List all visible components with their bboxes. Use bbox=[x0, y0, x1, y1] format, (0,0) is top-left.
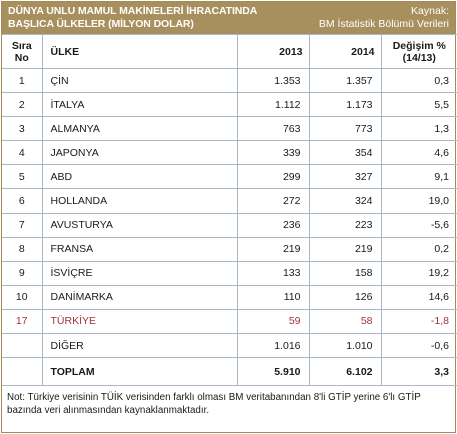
row-change: 1,3 bbox=[380, 116, 457, 142]
col-change-header: Değişim % (14/13) bbox=[380, 34, 457, 69]
total-row: TOPLAM 5.910 6.102 3,3 bbox=[2, 357, 457, 387]
table-row: DİĞER 1.016 1.010 -0,6 bbox=[2, 333, 457, 359]
row-value-2014: 327 bbox=[308, 164, 382, 190]
total-2013: 5.910 bbox=[236, 357, 310, 387]
col-2013-header: 2013 bbox=[236, 34, 310, 69]
row-country: ABD bbox=[41, 164, 238, 190]
row-value-2014: 219 bbox=[308, 236, 382, 262]
row-value-2013: 272 bbox=[236, 188, 310, 214]
row-value-2014: 158 bbox=[308, 260, 382, 286]
row-country: JAPONYA bbox=[41, 140, 238, 166]
row-value-2013: 110 bbox=[236, 284, 310, 310]
row-change: 19,2 bbox=[380, 260, 457, 286]
table-row: 10 DANİMARKA 110 126 14,6 bbox=[2, 284, 457, 310]
row-value-2013: 1.112 bbox=[236, 92, 310, 118]
row-country: DANİMARKA bbox=[41, 284, 238, 310]
table-row: 2 İTALYA 1.112 1.173 5,5 bbox=[2, 92, 457, 118]
table-header-band: DÜNYA UNLU MAMUL MAKİNELERİ İHRACATINDA … bbox=[2, 2, 455, 34]
col-2014-header: 2014 bbox=[308, 34, 382, 69]
row-country: ÇİN bbox=[41, 67, 238, 94]
row-rank: 4 bbox=[2, 140, 43, 166]
col-country-header: ÜLKE bbox=[41, 34, 238, 69]
row-country: DİĞER bbox=[41, 333, 238, 359]
table-body: 1 ÇİN 1.353 1.357 0,3 2 İTALYA 1.112 1.173 5,5 3 AL… bbox=[2, 67, 457, 359]
row-value-2013: 299 bbox=[236, 164, 310, 190]
row-change: 14,6 bbox=[380, 284, 457, 310]
row-rank: 3 bbox=[2, 116, 43, 142]
row-change: 4,6 bbox=[380, 140, 457, 166]
row-change: 9,1 bbox=[380, 164, 457, 190]
row-rank: 1 bbox=[2, 67, 43, 94]
row-change: -0,6 bbox=[380, 333, 457, 359]
row-value-2013: 219 bbox=[236, 236, 310, 262]
row-rank: 7 bbox=[2, 212, 43, 238]
row-change: -5,6 bbox=[380, 212, 457, 238]
table-row: 6 HOLLANDA 272 324 19,0 bbox=[2, 188, 457, 214]
row-change: 0,2 bbox=[380, 236, 457, 262]
row-rank: 10 bbox=[2, 284, 43, 310]
row-country: İTALYA bbox=[41, 92, 238, 118]
row-change: 19,0 bbox=[380, 188, 457, 214]
row-value-2014: 223 bbox=[308, 212, 382, 238]
row-value-2013: 236 bbox=[236, 212, 310, 238]
row-value-2013: 763 bbox=[236, 116, 310, 142]
row-value-2014: 1.357 bbox=[308, 67, 382, 94]
footnote: Not: Türkiye verisinin TÜİK verisinden f… bbox=[7, 392, 421, 416]
total-rank bbox=[2, 357, 43, 387]
row-country: HOLLANDA bbox=[41, 188, 238, 214]
row-value-2013: 59 bbox=[236, 308, 310, 335]
table-row: 7 AVUSTURYA 236 223 -5,6 bbox=[2, 212, 457, 238]
table-title: DÜNYA UNLU MAMUL MAKİNELERİ İHRACATINDA … bbox=[8, 5, 258, 30]
row-rank: 6 bbox=[2, 188, 43, 214]
row-value-2014: 354 bbox=[308, 140, 382, 166]
row-rank: 17 bbox=[2, 308, 43, 335]
row-change: 5,5 bbox=[380, 92, 457, 118]
table-row: 1 ÇİN 1.353 1.357 0,3 bbox=[2, 67, 457, 94]
row-value-2013: 1.353 bbox=[236, 67, 310, 94]
row-rank: 2 bbox=[2, 92, 43, 118]
table-row: 3 ALMANYA 763 773 1,3 bbox=[2, 116, 457, 142]
row-country: AVUSTURYA bbox=[41, 212, 238, 238]
row-country: İSVİÇRE bbox=[41, 260, 238, 286]
col-rank-header: Sıra No bbox=[2, 34, 43, 69]
table-row: 8 FRANSA 219 219 0,2 bbox=[2, 236, 457, 262]
source-label: Kaynak: BM İstatistik Bölümü Verileri bbox=[318, 5, 449, 30]
row-value-2013: 1.016 bbox=[236, 333, 310, 359]
row-change: 0,3 bbox=[380, 67, 457, 94]
row-rank: 5 bbox=[2, 164, 43, 190]
row-value-2014: 58 bbox=[308, 308, 382, 335]
table-row: 4 JAPONYA 339 354 4,6 bbox=[2, 140, 457, 166]
row-rank: 9 bbox=[2, 260, 43, 286]
table-row: 9 İSVİÇRE 133 158 19,2 bbox=[2, 260, 457, 286]
export-table: Sıra No ÜLKE 2013 2014 Değişim % (14/13)… bbox=[2, 34, 457, 387]
total-label: TOPLAM bbox=[41, 357, 238, 387]
row-change: -1,8 bbox=[380, 308, 457, 335]
row-value-2014: 773 bbox=[308, 116, 382, 142]
row-value-2014: 126 bbox=[308, 284, 382, 310]
total-change: 3,3 bbox=[380, 357, 457, 387]
row-rank: 8 bbox=[2, 236, 43, 262]
row-country: TÜRKİYE bbox=[41, 308, 238, 335]
column-header-row: Sıra No ÜLKE 2013 2014 Değişim % (14/13) bbox=[2, 34, 457, 69]
table-row: 5 ABD 299 327 9,1 bbox=[2, 164, 457, 190]
row-value-2013: 133 bbox=[236, 260, 310, 286]
row-value-2013: 339 bbox=[236, 140, 310, 166]
table-row: 17 TÜRKİYE 59 58 -1,8 bbox=[2, 308, 457, 335]
row-value-2014: 1.010 bbox=[308, 333, 382, 359]
row-country: FRANSA bbox=[41, 236, 238, 262]
row-value-2014: 1.173 bbox=[308, 92, 382, 118]
row-country: ALMANYA bbox=[41, 116, 238, 142]
total-2014: 6.102 bbox=[308, 357, 382, 387]
row-value-2014: 324 bbox=[308, 188, 382, 214]
row-rank bbox=[2, 333, 43, 359]
